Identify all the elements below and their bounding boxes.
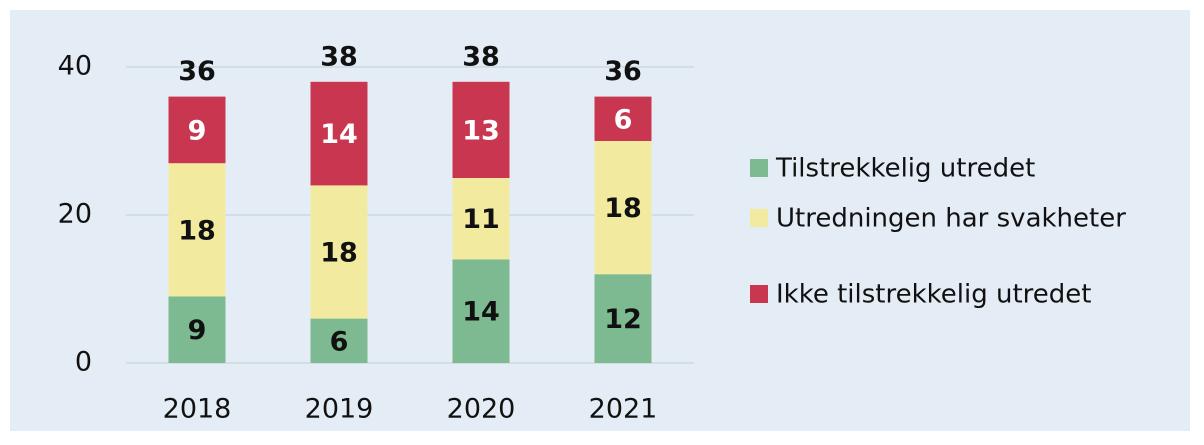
x-tick-label: 2020 [447, 394, 516, 425]
bar-segment [310, 81, 368, 186]
data-label: 9 [188, 315, 207, 346]
total-label: 38 [462, 41, 500, 72]
data-label: 18 [320, 238, 358, 269]
x-tick-label: 2018 [163, 394, 232, 425]
y-tick-label: 0 [75, 347, 92, 378]
data-label: 18 [604, 193, 642, 224]
data-label: 6 [330, 326, 349, 357]
bar-segment [168, 163, 226, 297]
total-label: 36 [604, 56, 642, 87]
legend-swatch [750, 209, 768, 227]
legend-swatch [750, 159, 768, 177]
y-tick-label: 20 [58, 199, 92, 230]
bar-segment [452, 178, 510, 260]
bar-segment [452, 259, 510, 363]
data-label: 9 [188, 115, 207, 146]
legend-label: Tilstrekkelig utredet [775, 154, 1035, 184]
total-label: 38 [320, 41, 358, 72]
x-tick-label: 2019 [305, 394, 374, 425]
data-label: 18 [178, 215, 216, 246]
bar-segment [594, 96, 652, 141]
legend-label: Ikke tilstrekkelig utredet [776, 280, 1092, 310]
data-label: 14 [320, 119, 358, 150]
data-label: 12 [604, 304, 642, 335]
data-label: 6 [614, 104, 633, 135]
bar-segment [310, 185, 368, 319]
data-label: 13 [462, 115, 500, 146]
total-label: 36 [178, 56, 216, 87]
bar-segment [168, 96, 226, 164]
bar-segment [310, 318, 368, 363]
data-label: 14 [462, 297, 500, 328]
bar-segment [594, 141, 652, 275]
x-tick-label: 2021 [589, 394, 658, 425]
legend-swatch [750, 285, 768, 303]
legend-label: Utredningen har svakheter [776, 204, 1126, 234]
y-tick-label: 40 [58, 51, 92, 82]
data-label: 11 [462, 204, 500, 235]
bar-segment [168, 296, 226, 363]
bar-segment [594, 274, 652, 363]
bar-segment [452, 81, 510, 178]
